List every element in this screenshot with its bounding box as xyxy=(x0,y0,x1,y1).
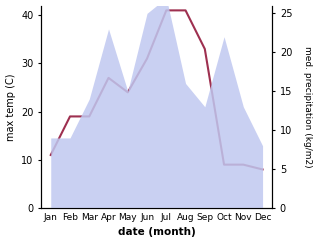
Y-axis label: med. precipitation (kg/m2): med. precipitation (kg/m2) xyxy=(303,46,313,168)
X-axis label: date (month): date (month) xyxy=(118,227,196,237)
Y-axis label: max temp (C): max temp (C) xyxy=(5,73,16,140)
